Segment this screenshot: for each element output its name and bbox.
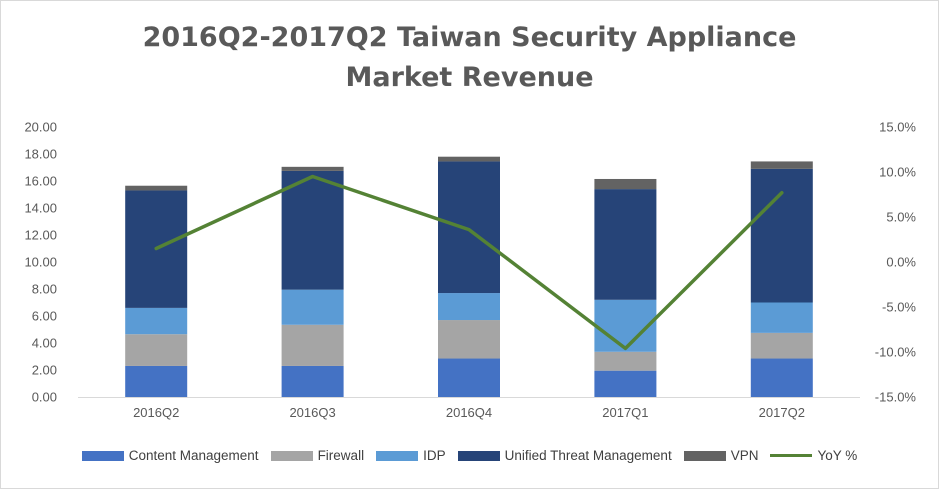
left-axis-tick-label: 18.00 [24,147,57,162]
bar-segment-vpn [281,166,344,171]
bar-segment-content-management [438,358,500,397]
x-axis-category-label: 2017Q1 [602,405,648,420]
bar-segment-idp [281,289,344,325]
legend-item-vpn: VPN [683,448,759,463]
x-axis-category-label: 2016Q2 [133,405,179,420]
legend-item-yoy: YoY % [770,448,857,463]
left-axis-ticks: 0.00 2.00 4.00 6.00 8.00 10.00 12.00 14.00 16.00… [24,120,57,405]
bar-segment-firewall [750,332,813,359]
x-axis-category-label: 2016Q3 [289,405,335,420]
right-axis-ticks: -15.0% -10.0% -5.0% 0.0% 5.0% 10.0% 15.0% [875,120,917,405]
left-axis-tick-label: 14.00 [24,201,57,216]
chart-title-line-1: 2016Q2-2017Q2 Taiwan Security Appliance [142,22,797,53]
left-axis-tick-label: 10.00 [24,255,57,270]
bar-segment-unified-threat-management [594,189,657,300]
left-axis-tick-label: 20.00 [24,120,57,135]
left-axis-tick-label: 4.00 [32,336,57,351]
left-axis-tick-label: 12.00 [24,228,57,243]
legend-label: VPN [730,448,759,463]
legend-item-firewall: Firewall [270,448,365,463]
bar-segment-unified-threat-management [281,170,344,290]
legend-label: Unified Threat Management [504,448,672,463]
right-axis-tick-label: 5.0% [886,210,916,225]
legend-line-swatch [770,454,813,457]
legend-item-content-management: Content Management [81,448,259,463]
legend-item-idp: IDP [376,448,446,463]
bar-segment-unified-threat-management [438,161,500,294]
chart-title: 2016Q2-2017Q2 Taiwan Security Appliance … [0,18,939,98]
legend-item-unified-threat-management: Unified Threat Management [457,448,672,463]
bar-segment-vpn [438,156,500,162]
left-axis-tick-label: 2.00 [32,363,57,378]
legend-swatch [81,450,124,461]
legend-swatch [270,450,313,461]
bar-segment-firewall [125,334,188,366]
bar-segment-vpn [750,161,813,169]
bar-segment-unified-threat-management [750,168,813,303]
bar-segment-idp [438,293,500,321]
bar-segment-content-management [750,358,813,397]
x-axis-category-labels: 2016Q2 2016Q3 2016Q4 2017Q1 2017Q2 [133,405,805,420]
legend-swatch [683,450,726,461]
legend-label: Content Management [128,448,259,463]
bar-segment-vpn [594,178,657,190]
x-axis-category-label: 2016Q4 [446,405,492,420]
legend-swatch [457,450,500,461]
left-axis-tick-label: 0.00 [32,390,57,405]
right-axis-tick-label: -10.0% [875,345,917,360]
right-axis-tick-label: 0.0% [886,255,916,270]
bar-segment-vpn [125,185,188,191]
yoy-line-path [154,174,784,351]
legend-label: Firewall [317,448,365,463]
x-axis-category-label: 2017Q2 [759,405,805,420]
bar-segment-firewall [594,351,657,371]
legend-swatch [376,450,419,461]
bar-segment-idp [125,307,188,335]
stacked-bars [125,156,813,397]
bar-segment-content-management [594,370,657,397]
right-axis-tick-label: -15.0% [875,390,917,405]
legend-label: YoY % [817,448,858,463]
bar-segment-firewall [281,324,344,366]
bar-segment-content-management [281,365,344,397]
left-axis-tick-label: 6.00 [32,309,57,324]
left-axis-tick-label: 16.00 [24,174,57,189]
right-axis-tick-label: 15.0% [879,120,916,135]
bar-segment-firewall [438,320,500,359]
legend: Content Management Firewall IDP Unified Thr… [0,448,939,463]
left-axis-tick-label: 8.00 [32,282,57,297]
legend-label: IDP [423,448,446,463]
chart-title-line-2: Market Revenue [345,62,594,93]
bar-segment-idp [750,302,813,333]
bar-segment-content-management [125,365,188,397]
right-axis-tick-label: 10.0% [879,165,916,180]
right-axis-tick-label: -5.0% [882,300,916,315]
yoy-line [154,174,784,351]
